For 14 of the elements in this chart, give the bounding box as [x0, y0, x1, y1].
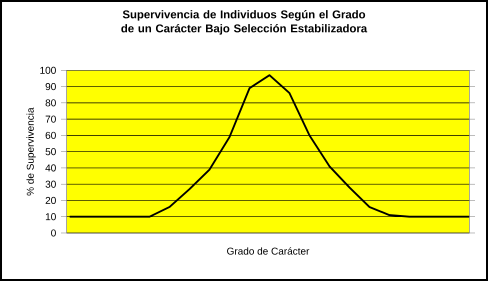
chart-title: Supervivencia de Individuos Según el Grado de un Carácter Bajo Selección Estabilizadora: [121, 10, 368, 35]
y-tick-label: 70: [46, 116, 56, 123]
y-tick-label: 40: [45, 164, 56, 172]
x-axis-title: Grado de Carácter: [227, 247, 310, 255]
y-tick-label: 100: [40, 66, 56, 74]
y-tick-label: 20: [46, 196, 56, 204]
y-tick-label: 0: [51, 229, 56, 237]
y-tick-label: 60: [46, 132, 56, 139]
y-tick-label: 80: [46, 99, 56, 106]
y-tick-label: 50: [46, 148, 56, 156]
y-axis-title: % de Supervivencia: [26, 107, 36, 196]
y-tick-label: 90: [46, 83, 56, 90]
y-tick-label: 30: [46, 180, 56, 188]
y-tick-label: 10: [46, 213, 56, 220]
